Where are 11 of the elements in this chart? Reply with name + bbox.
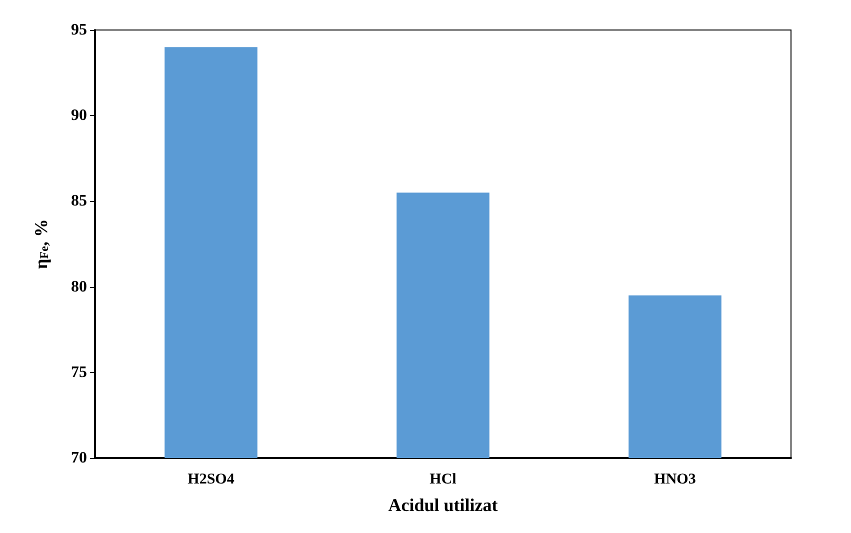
x-tick-label: H2SO4 (188, 472, 235, 488)
y-tick-label: 70 (71, 450, 87, 466)
y-tick-label: 75 (71, 364, 87, 381)
x-tick-label: HCl (430, 472, 456, 488)
y-tick-label: 90 (71, 107, 87, 124)
y-tick-label: 80 (71, 278, 87, 296)
x-axis-title: Acidul utilizat (388, 495, 498, 515)
y-tick-label: 95 (71, 22, 87, 38)
y-axis-title: ηFe, % (31, 219, 51, 269)
y-tick-label: 85 (71, 192, 87, 210)
x-tick-label: HNO3 (654, 472, 696, 488)
